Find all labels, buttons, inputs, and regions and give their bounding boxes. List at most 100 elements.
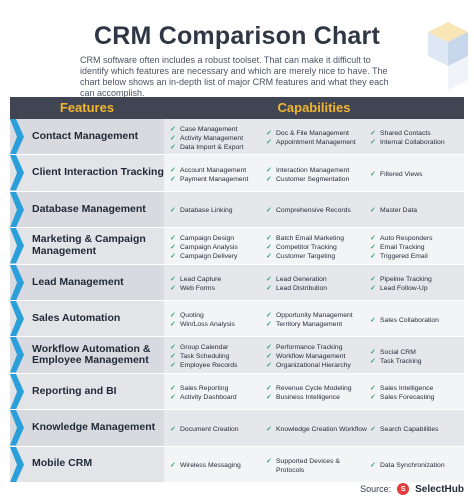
checkmark-icon: ✓ — [370, 234, 376, 242]
feature-cell: Database Management — [10, 191, 164, 228]
capability-column: ✓ Group Calendar ✓ Task Scheduling ✓ Employee… — [170, 340, 266, 372]
feature-cell: Contact Management — [10, 119, 164, 155]
capability-item: ✓ Activity Dashboard — [170, 393, 266, 402]
chevron-right-icon — [10, 410, 24, 446]
chevron-right-icon — [10, 337, 24, 373]
capability-column: ✓ Pipeline Tracking ✓ Lead Follow-Up — [370, 268, 460, 300]
capability-item: ✓ Customer Segmentation — [266, 175, 370, 184]
checkmark-icon: ✓ — [170, 234, 176, 242]
capability-column: ✓ Search Capabilities — [370, 413, 460, 445]
capability-label: Master Data — [380, 207, 418, 215]
capability-column: ✓ Sales Intelligence ✓ Sales Forecasting — [370, 377, 460, 409]
capability-column: ✓ Sales Reporting ✓ Activity Dashboard — [170, 377, 266, 409]
checkmark-icon: ✓ — [170, 243, 176, 251]
capability-label: Lead Distribution — [276, 284, 328, 292]
capability-column: ✓ Shared Contacts ✓ Internal Collaboration — [370, 122, 460, 154]
table-header: Features Capabilities — [10, 97, 464, 119]
capability-column: ✓ Quoting ✓ Win/Loss Analysis — [170, 304, 266, 336]
capability-label: Auto Responders — [380, 234, 433, 242]
capability-item: ✓ Lead Capture — [170, 275, 266, 284]
capability-item: ✓ Lead Distribution — [266, 284, 370, 293]
capability-label: Data Import & Export — [180, 143, 244, 151]
capability-item: ✓ Interaction Management — [266, 166, 370, 175]
checkmark-icon: ✓ — [266, 252, 272, 260]
capability-item: ✓ Batch Email Marketing — [266, 234, 370, 243]
table-row: Client Interaction Tracking ✓ Account Mana… — [10, 155, 464, 192]
checkmark-icon: ✓ — [370, 284, 376, 292]
capability-label: Social CRM — [380, 348, 416, 356]
capability-label: Task Tracking — [380, 357, 422, 365]
table-row: Contact Management ✓ Case Management ✓ Activ… — [10, 119, 464, 156]
capability-column: ✓ Performance Tracking ✓ Workflow Managemen… — [266, 340, 370, 372]
capability-column: ✓ Social CRM ✓ Task Tracking — [370, 340, 460, 372]
checkmark-icon: ✓ — [266, 175, 272, 183]
capability-item: ✓ Sales Collaboration — [370, 316, 460, 325]
capability-column: ✓ Lead Generation ✓ Lead Distribution — [266, 268, 370, 300]
capability-item: ✓ Lead Generation — [266, 275, 370, 284]
checkmark-icon: ✓ — [170, 252, 176, 260]
checkmark-icon: ✓ — [370, 275, 376, 283]
capabilities-cell: ✓ Wireless Messaging ✓ Supported Devices & … — [164, 447, 464, 482]
capability-label: Sales Intelligence — [380, 384, 434, 392]
capabilities-header: Capabilities — [277, 100, 351, 115]
capability-label: Batch Email Marketing — [276, 234, 344, 242]
capability-item: ✓ Workflow Management — [266, 352, 370, 361]
capability-item: ✓ Task Scheduling — [170, 352, 266, 361]
capability-column: ✓ Document Creation — [170, 413, 266, 445]
checkmark-icon: ✓ — [266, 234, 272, 242]
chevron-right-icon — [10, 264, 24, 300]
table-row: Reporting and BI ✓ Sales Reporting ✓ Activit… — [10, 373, 464, 411]
capabilities-cell: ✓ Lead Capture ✓ Web Forms ✓ Lead Generation ✓… — [164, 265, 464, 300]
capability-item: ✓ Supported Devices & Protocols — [266, 457, 370, 475]
capability-item: ✓ Competitor Tracking — [266, 243, 370, 252]
capability-label: Lead Generation — [276, 275, 327, 283]
checkmark-icon: ✓ — [266, 457, 272, 465]
feature-label: Reporting and BI — [32, 384, 117, 397]
table-row: Lead Management ✓ Lead Capture ✓ Web Forms ✓ L… — [10, 264, 464, 301]
capability-column: ✓ Opportunity Management ✓ Territory Manage… — [266, 304, 370, 336]
comparison-table: Contact Management ✓ Case Management ✓ Activ… — [10, 119, 464, 483]
capability-label: Sales Collaboration — [380, 316, 439, 324]
checkmark-icon: ✓ — [170, 425, 176, 433]
capability-item: ✓ Internal Collaboration — [370, 138, 460, 147]
checkmark-icon: ✓ — [370, 316, 376, 324]
checkmark-icon: ✓ — [370, 425, 376, 433]
checkmark-icon: ✓ — [370, 348, 376, 356]
capability-item: ✓ Quoting — [170, 311, 266, 320]
capability-item: ✓ Email Tracking — [370, 243, 460, 252]
capability-item: ✓ Knowledge Creation Workflow — [266, 425, 370, 434]
capability-item: ✓ Performance Tracking — [266, 343, 370, 352]
checkmark-icon: ✓ — [170, 384, 176, 392]
capability-label: Comprehensive Records — [276, 207, 351, 215]
capability-item: ✓ Wireless Messaging — [170, 461, 266, 470]
feature-cell: Sales Automation — [10, 300, 164, 337]
checkmark-icon: ✓ — [266, 384, 272, 392]
checkmark-icon: ✓ — [170, 284, 176, 292]
checkmark-icon: ✓ — [170, 207, 176, 215]
feature-label: Database Management — [32, 202, 146, 215]
table-row: Knowledge Management ✓ Document Creation ✓ K… — [10, 410, 464, 447]
capability-column: ✓ Database Linking — [170, 195, 266, 227]
capability-column: ✓ Supported Devices & Protocols — [266, 450, 370, 482]
checkmark-icon: ✓ — [266, 362, 272, 370]
checkmark-icon: ✓ — [370, 130, 376, 138]
capability-item: ✓ Payment Management — [170, 175, 266, 184]
capability-label: Knowledge Creation Workflow — [276, 425, 367, 433]
capability-item: ✓ Sales Forecasting — [370, 393, 460, 402]
selecthub-logo-icon: S — [397, 483, 410, 495]
feature-label: Marketing & Campaign Management — [32, 233, 146, 257]
checkmark-icon: ✓ — [370, 393, 376, 401]
capability-label: Sales Forecasting — [380, 393, 435, 401]
capability-item: ✓ Master Data — [370, 206, 460, 215]
checkmark-icon: ✓ — [170, 362, 176, 370]
checkmark-icon: ✓ — [170, 125, 176, 133]
capability-item: ✓ Appointment Management — [266, 138, 370, 147]
capability-label: Activity Dashboard — [180, 393, 237, 401]
capability-item: ✓ Search Capabilities — [370, 425, 460, 434]
features-header: Features — [59, 100, 115, 115]
checkmark-icon: ✓ — [266, 139, 272, 147]
feature-label: Mobile CRM — [32, 457, 93, 470]
checkmark-icon: ✓ — [170, 275, 176, 283]
page-title: CRM Comparison Chart — [94, 22, 380, 50]
feature-label: Client Interaction Tracking — [32, 166, 164, 179]
